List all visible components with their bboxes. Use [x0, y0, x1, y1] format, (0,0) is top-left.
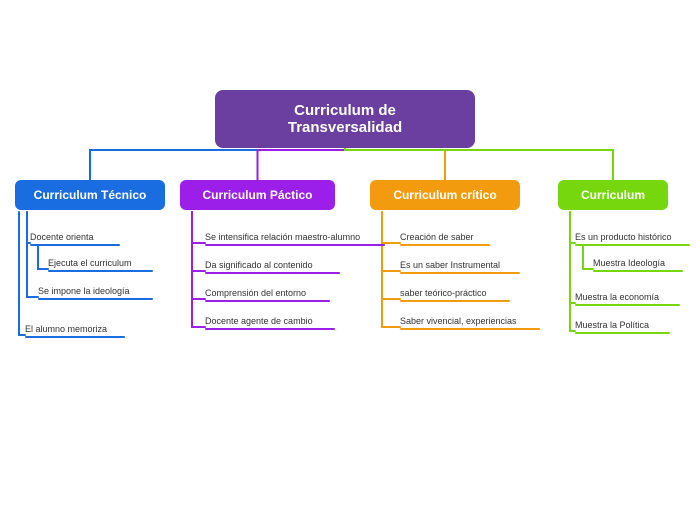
leaf-underline — [25, 336, 125, 339]
leaf-underline — [400, 244, 490, 247]
leaf-underline — [48, 270, 153, 273]
leaf-node: Creación de saber — [400, 232, 490, 244]
branch-label: Curriculum crítico — [393, 188, 496, 202]
leaf-node: Es un producto histórico — [575, 232, 690, 244]
branch-node: Curriculum crítico — [370, 180, 520, 210]
branch-label: Curriculum Técnico — [34, 188, 147, 202]
branch-label: Curriculum Páctico — [202, 188, 312, 202]
leaf-node: Muestra la Política — [575, 320, 670, 332]
leaf-node: Se intensifica relación maestro-alumno — [205, 232, 385, 244]
leaf-node: saber teórico-práctico — [400, 288, 510, 300]
branch-node: Curriculum Páctico — [180, 180, 335, 210]
root-label: Curriculum de Transversalidad — [288, 102, 402, 136]
leaf-underline — [38, 298, 153, 301]
leaf-underline — [593, 270, 683, 273]
leaf-node: Docente orienta — [30, 232, 120, 244]
leaf-node: Docente agente de cambio — [205, 316, 335, 328]
leaf-node: Es un saber Instrumental — [400, 260, 520, 272]
leaf-node: El alumno memoriza — [25, 324, 125, 336]
leaf-underline — [205, 244, 385, 247]
leaf-node: Da significado al contenido — [205, 260, 340, 272]
leaf-underline — [400, 300, 510, 303]
leaf-node: Muestra la economía — [575, 292, 680, 304]
leaf-underline — [575, 332, 670, 335]
leaf-underline — [30, 244, 120, 247]
leaf-node: Saber vivencial, experiencias — [400, 316, 540, 328]
root-node: Curriculum de Transversalidad — [215, 90, 475, 148]
leaf-underline — [575, 304, 680, 307]
leaf-underline — [400, 272, 520, 275]
leaf-node: Comprensión del entorno — [205, 288, 330, 300]
leaf-underline — [205, 328, 335, 331]
branch-node: Curriculum Técnico — [15, 180, 165, 210]
leaf-node: Muestra Ideología — [593, 258, 683, 270]
leaf-node: Se impone la ideología — [38, 286, 153, 298]
branch-label: Curriculum — [581, 188, 645, 202]
leaf-underline — [400, 328, 540, 331]
leaf-underline — [575, 244, 690, 247]
leaf-underline — [205, 272, 340, 275]
leaf-node: Ejecuta el curriculum — [48, 258, 153, 270]
branch-node: Curriculum — [558, 180, 668, 210]
leaf-underline — [205, 300, 330, 303]
